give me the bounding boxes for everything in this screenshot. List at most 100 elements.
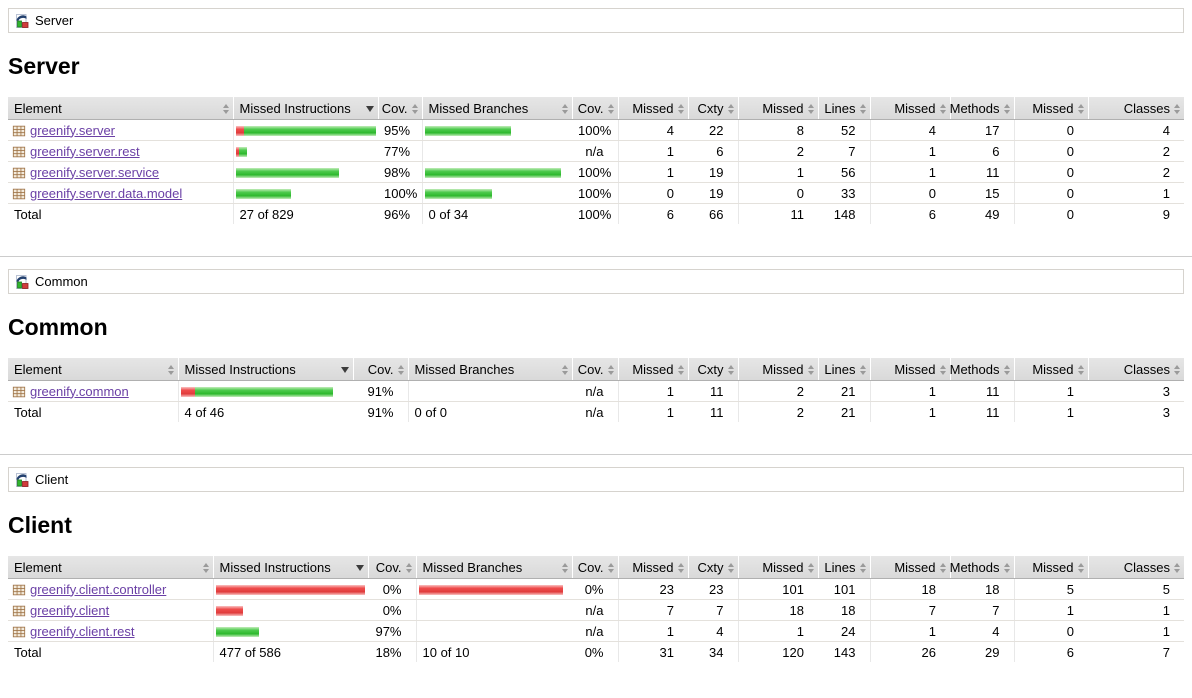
coverage-report: Server Server Element Missed Instructions…: [0, 8, 1192, 662]
column-header-lines[interactable]: Lines: [817, 556, 870, 579]
report-section-server: Server Server Element Missed Instructions…: [8, 8, 1184, 224]
total-branches: 0 of 0: [407, 401, 572, 422]
column-header-label: Methods: [949, 101, 1000, 116]
instruction-coverage-cell: 0%: [368, 599, 416, 621]
section-separator: [0, 454, 1192, 455]
column-header-missed-branches[interactable]: Missed Branches: [407, 358, 572, 381]
column-header-missed[interactable]: Missed: [737, 358, 818, 381]
column-header-cov-[interactable]: Cov.: [571, 97, 618, 120]
column-header-cxty[interactable]: Cxty: [687, 97, 738, 120]
branch-coverage-cell: 100%: [572, 182, 618, 204]
counter-cell: 19: [688, 182, 738, 204]
package-link-greenify-client-rest[interactable]: greenify.client.rest: [30, 623, 135, 639]
column-header-element[interactable]: Element: [8, 556, 213, 579]
column-header-cov-[interactable]: Cov.: [377, 97, 422, 120]
column-header-element[interactable]: Element: [8, 97, 233, 120]
column-header-methods[interactable]: Methods: [949, 556, 1014, 579]
coverage-bar-cell: [177, 380, 353, 402]
column-header-label: Missed Branches: [428, 101, 529, 116]
package-link-greenify-client[interactable]: greenify.client: [30, 602, 110, 618]
sort-toggle-icon: [859, 103, 866, 114]
counter-cell: 101: [737, 578, 818, 600]
counter-cell: 0: [1013, 182, 1088, 204]
column-header-label: Missed Instructions: [184, 362, 296, 377]
total-label: Total: [8, 641, 213, 662]
element-cell: greenify.client: [8, 599, 213, 621]
column-header-element[interactable]: Element: [8, 358, 178, 381]
total-instruction-coverage: 18%: [368, 641, 416, 662]
column-header-lines[interactable]: Lines: [817, 358, 870, 381]
counter-cell: 4: [617, 119, 688, 141]
total-counter-cell: 148: [818, 203, 870, 224]
total-branches: 0 of 34: [421, 203, 572, 224]
column-header-cov-[interactable]: Cov.: [571, 358, 618, 381]
column-header-cov-[interactable]: Cov.: [352, 358, 408, 381]
counter-cell: 1: [737, 620, 818, 642]
counter-cell: 8: [737, 119, 818, 141]
missed-bar: [235, 125, 244, 136]
counter-cell: 2: [737, 140, 818, 162]
counter-cell: 23: [617, 578, 688, 600]
column-header-missed-instructions[interactable]: Missed Instructions: [232, 97, 378, 120]
counter-cell: 19: [688, 161, 738, 183]
package-link-greenify-server-rest[interactable]: greenify.server.rest: [30, 143, 140, 159]
package-link-greenify-server[interactable]: greenify.server: [30, 122, 116, 138]
column-header-label: Element: [14, 560, 62, 575]
counter-cell: 0: [1013, 161, 1088, 183]
package-link-greenify-server-data-model[interactable]: greenify.server.data.model: [30, 185, 183, 201]
column-header-methods[interactable]: Methods: [949, 97, 1014, 120]
sort-toggle-icon: [807, 562, 814, 573]
counter-cell: 0: [869, 182, 950, 204]
column-header-missed-branches[interactable]: Missed Branches: [415, 556, 572, 579]
table-total-row: Total 4 of 46 91% 0 of 0 n/a 1 11 2 21 1 11 1 3: [8, 401, 1184, 422]
column-header-methods[interactable]: Methods: [949, 358, 1014, 381]
package-link-greenify-common[interactable]: greenify.common: [30, 383, 129, 399]
counter-cell: 33: [818, 182, 870, 204]
column-header-missed-instructions[interactable]: Missed Instructions: [212, 556, 368, 579]
column-header-missed[interactable]: Missed: [737, 97, 818, 120]
missed-bar: [215, 605, 243, 616]
table-row: greenify.server.data.model 100% 100% 0 19 0 33…: [8, 182, 1184, 204]
column-header-cov-[interactable]: Cov.: [367, 556, 416, 579]
column-header-missed[interactable]: Missed: [617, 556, 688, 579]
column-header-missed[interactable]: Missed: [1013, 556, 1088, 579]
column-header-classes[interactable]: Classes: [1087, 358, 1184, 381]
branch-coverage-cell: n/a: [572, 620, 618, 642]
sort-toggle-icon: [1077, 562, 1084, 573]
column-header-missed[interactable]: Missed: [869, 358, 950, 381]
column-header-lines[interactable]: Lines: [817, 97, 870, 120]
column-header-classes[interactable]: Classes: [1087, 556, 1184, 579]
counter-cell: 4: [869, 119, 950, 141]
column-header-label: Missed: [1032, 560, 1074, 575]
package-link-greenify-client-controller[interactable]: greenify.client.controller: [30, 581, 167, 597]
counter-cell: 1: [617, 620, 688, 642]
column-header-missed-branches[interactable]: Missed Branches: [421, 97, 572, 120]
instruction-coverage-cell: 95%: [378, 119, 422, 141]
column-header-missed[interactable]: Missed: [869, 97, 950, 120]
column-header-missed[interactable]: Missed: [1013, 97, 1088, 120]
total-instruction-coverage: 96%: [378, 203, 422, 224]
package-link-greenify-server-service[interactable]: greenify.server.service: [30, 164, 160, 180]
column-header-missed[interactable]: Missed: [617, 97, 688, 120]
column-header-label: Cov.: [367, 362, 394, 377]
column-header-cxty[interactable]: Cxty: [687, 358, 738, 381]
column-header-classes[interactable]: Classes: [1087, 97, 1184, 120]
column-header-missed-instructions[interactable]: Missed Instructions: [177, 358, 353, 381]
total-counter-cell: 11: [737, 203, 818, 224]
column-header-cxty[interactable]: Cxty: [687, 556, 738, 579]
counter-cell: 3: [1088, 380, 1184, 402]
column-header-missed[interactable]: Missed: [869, 556, 950, 579]
sort-toggle-icon: [561, 364, 568, 375]
coverage-bar-cell: [407, 380, 572, 402]
breadcrumb-label: Client: [35, 472, 69, 487]
column-header-missed[interactable]: Missed: [1013, 358, 1088, 381]
covered-bar: [424, 125, 511, 136]
column-header-missed[interactable]: Missed: [737, 556, 818, 579]
column-header-label: Missed: [894, 362, 936, 377]
counter-cell: 17: [950, 119, 1014, 141]
column-header-cov-[interactable]: Cov.: [571, 556, 618, 579]
column-header-label: Methods: [949, 560, 1000, 575]
total-counter-cell: 11: [688, 401, 738, 422]
column-header-missed[interactable]: Missed: [617, 358, 688, 381]
counter-cell: 1: [869, 140, 950, 162]
